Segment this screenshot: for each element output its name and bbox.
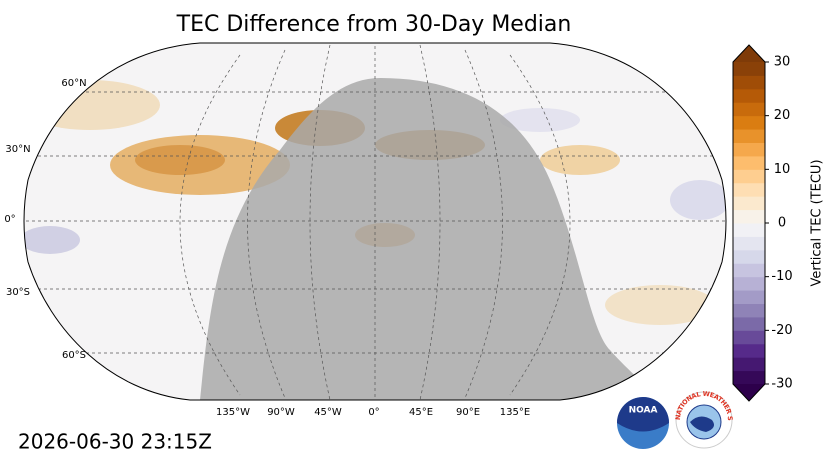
lon-label: 90°E [456, 407, 480, 418]
colorbar-band [733, 169, 765, 184]
colorbar-band [733, 303, 765, 318]
colorbar-extend-top [733, 45, 765, 62]
colorbar-band [733, 196, 765, 211]
lon-label: 45°E [409, 407, 433, 418]
colorbar-band [733, 236, 765, 251]
lon-labels: 135°W 90°W 45°W 0° 45°E 90°E 135°E [216, 407, 530, 418]
colorbar-label: Vertical TEC (TECU) [810, 159, 825, 286]
colorbar-band [733, 209, 765, 224]
colorbar-band [733, 330, 765, 345]
colorbar-band [733, 343, 765, 358]
colorbar-band [733, 115, 765, 130]
noaa-text: NOAA [629, 406, 658, 416]
colorbar-band [733, 129, 765, 143]
colorbar-band [733, 88, 765, 103]
timestamp: 2026-06-30 23:15Z [18, 430, 212, 454]
colorbar-band [733, 102, 765, 117]
colorbar-band [733, 276, 765, 291]
colorbar-tick-label: -10 [771, 269, 792, 284]
map [24, 43, 726, 400]
colorbar-extend-bottom [733, 384, 765, 401]
lon-label: 90°W [267, 407, 295, 418]
colorbar-band [733, 75, 765, 90]
lon-label: 0° [368, 407, 379, 418]
colorbar-band [733, 223, 765, 237]
colorbar-band [733, 290, 765, 304]
colorbar-band [733, 155, 765, 170]
lat-label: 30°S [6, 287, 30, 298]
lat-labels: 60°N 30°N 0° 30°S 60°S [4, 78, 86, 361]
colorbar-tick-label: 0 [778, 216, 786, 231]
lon-label: 135°W [216, 407, 250, 418]
colorbar-tick-label: -30 [771, 377, 792, 392]
noaa-logo: NOAA [617, 397, 669, 449]
colorbar-band [733, 142, 765, 157]
lat-label: 0° [4, 214, 15, 225]
colorbar-tick-label: 30 [774, 55, 791, 70]
colorbar-band [733, 263, 765, 278]
title: TEC Difference from 30-Day Median [176, 12, 572, 37]
colorbar-tick-label: -20 [771, 323, 792, 338]
lat-label: 60°N [61, 78, 86, 89]
colorbar-band [733, 370, 765, 385]
colorbar-band [733, 316, 765, 331]
colorbar-band [733, 249, 765, 264]
lat-label: 60°S [62, 350, 86, 361]
lon-label: 45°W [314, 407, 342, 418]
lon-label: 135°E [500, 407, 530, 418]
map-border [23, 42, 727, 401]
lat-label: 30°N [5, 144, 30, 155]
colorbar-band [733, 62, 765, 76]
colorbar-tick-label: 20 [774, 108, 791, 123]
colorbar: -30 -20 -10 0 10 20 30 [732, 44, 793, 402]
colorbar-band [733, 182, 765, 197]
colorbar-band [733, 357, 765, 372]
colorbar-tick-label: 10 [774, 162, 791, 177]
